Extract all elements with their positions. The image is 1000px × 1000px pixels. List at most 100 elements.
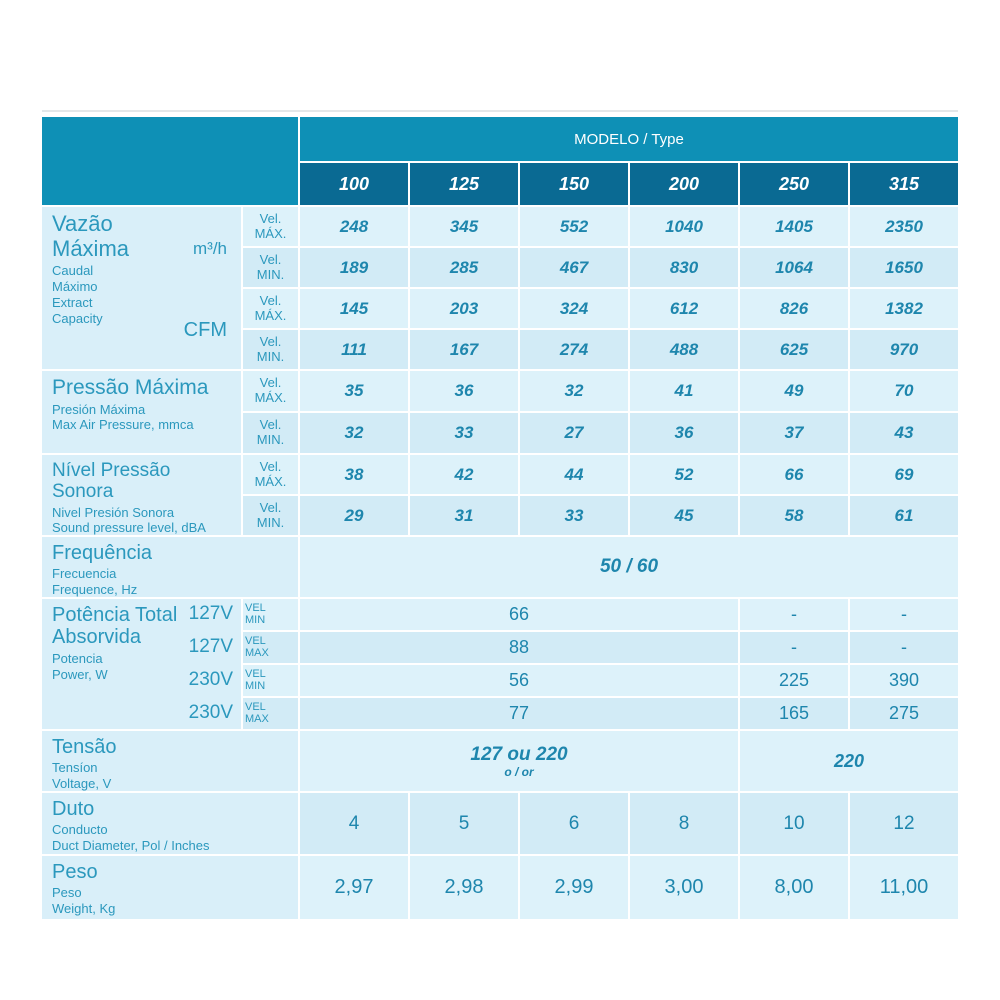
- value-cell: 11,00: [850, 856, 958, 919]
- value-cell: 8: [630, 793, 738, 854]
- section-subtitle: Presión Máxima Max Air Pressure, mmca: [52, 401, 194, 433]
- section-title: Frequência: [52, 542, 153, 564]
- value-cell: 61: [850, 496, 958, 535]
- potencia-label-cell: Potência Total Absorvida Potencia Power,…: [42, 599, 241, 729]
- value-cell: 12: [850, 793, 958, 854]
- value-cell: 32: [300, 413, 408, 453]
- value-cell: 33: [410, 413, 518, 453]
- vel-label: Vel. MIN.: [243, 413, 298, 453]
- value-cell: 88: [300, 632, 738, 663]
- voltage-label: 127V: [188, 636, 233, 657]
- value-cell: 2,98: [410, 856, 518, 919]
- value-cell: 70: [850, 371, 958, 411]
- pressao-label-cell: Pressão Máxima Presión Máxima Max Air Pr…: [42, 371, 241, 453]
- tensao-left-sub: o / or: [504, 765, 534, 779]
- nivel-label-cell: Nível Pressão Sonora Nivel Presión Sonor…: [42, 455, 241, 535]
- section-title: Potência Total Absorvida: [52, 604, 178, 649]
- section-title: Nível Pressão Sonora: [52, 460, 171, 503]
- value-cell: 45: [630, 496, 738, 535]
- table-top-edge: [42, 110, 958, 112]
- value-cell: 203: [410, 289, 518, 328]
- value-cell: 6: [520, 793, 628, 854]
- value-cell: 390: [850, 665, 958, 696]
- value-cell: 32: [520, 371, 628, 411]
- value-cell: 285: [410, 248, 518, 287]
- vel-label: Vel. MÁX.: [243, 207, 298, 246]
- value-cell: 1040: [630, 207, 738, 246]
- vel-label: Vel. MIN.: [243, 248, 298, 287]
- value-cell: 33: [520, 496, 628, 535]
- value-cell: 220: [740, 731, 958, 791]
- voltage-label: 230V: [188, 702, 233, 723]
- section-pressao-maxima: Pressão Máxima Presión Máxima Max Air Pr…: [42, 371, 958, 453]
- value-cell: 826: [740, 289, 848, 328]
- value-cell: -: [850, 599, 958, 630]
- tensao-left-value: 127 ou 220: [470, 744, 568, 765]
- value-cell: 467: [520, 248, 628, 287]
- model-column-header: 200: [630, 163, 738, 205]
- value-cell: 10: [740, 793, 848, 854]
- model-column-header: 250: [740, 163, 848, 205]
- value-cell: 27: [520, 413, 628, 453]
- value-cell: 5: [410, 793, 518, 854]
- value-cell: 1405: [740, 207, 848, 246]
- value-cell: 49: [740, 371, 848, 411]
- section-title: Tensão: [52, 736, 117, 758]
- section-frequencia: Frequência Frecuencia Frequence, Hz 50 /…: [42, 537, 958, 597]
- section-title: Peso: [52, 861, 98, 883]
- value-cell: 970: [850, 330, 958, 369]
- section-subtitle: Caudal Máximo Extract Capacity: [52, 263, 103, 326]
- value-cell: 274: [520, 330, 628, 369]
- value-cell: 36: [630, 413, 738, 453]
- value-cell: 50 / 60: [300, 537, 958, 597]
- value-cell: 127 ou 220 o / or: [300, 731, 738, 791]
- model-column-header: 100: [300, 163, 408, 205]
- value-cell: 66: [300, 599, 738, 630]
- value-cell: 275: [850, 698, 958, 729]
- value-cell: 52: [630, 455, 738, 494]
- value-cell: 35: [300, 371, 408, 411]
- section-title: Pressão Máxima: [52, 376, 209, 399]
- section-subtitle: Tensíon Voltage, V: [52, 760, 112, 792]
- value-cell: -: [740, 599, 848, 630]
- value-cell: 248: [300, 207, 408, 246]
- peso-label-cell: Peso Peso Weight, Kg: [42, 856, 298, 919]
- vel-label: VEL MIN: [243, 599, 298, 630]
- value-cell: 145: [300, 289, 408, 328]
- section-subtitle: Potencia Power, W: [52, 650, 108, 682]
- section-potencia-total: Potência Total Absorvida Potencia Power,…: [42, 599, 958, 729]
- value-cell: 36: [410, 371, 518, 411]
- section-duto: Duto Conducto Duct Diameter, Pol / Inche…: [42, 793, 958, 854]
- value-cell: 612: [630, 289, 738, 328]
- value-cell: -: [740, 632, 848, 663]
- value-cell: 1064: [740, 248, 848, 287]
- duto-label-cell: Duto Conducto Duct Diameter, Pol / Inche…: [42, 793, 298, 854]
- value-cell: 3,00: [630, 856, 738, 919]
- value-cell: 345: [410, 207, 518, 246]
- frequencia-label-cell: Frequência Frecuencia Frequence, Hz: [42, 537, 298, 597]
- value-cell: 29: [300, 496, 408, 535]
- value-cell: 8,00: [740, 856, 848, 919]
- value-cell: 189: [300, 248, 408, 287]
- value-cell: 42: [410, 455, 518, 494]
- value-cell: 37: [740, 413, 848, 453]
- voltage-label: 127V: [188, 603, 233, 624]
- value-cell: 324: [520, 289, 628, 328]
- value-cell: 111: [300, 330, 408, 369]
- vel-label: Vel. MÁX.: [243, 371, 298, 411]
- modelo-type-header: MODELO / Type: [300, 117, 958, 161]
- value-cell: 167: [410, 330, 518, 369]
- table-header: MODELO / Type 100 125 150 200 250 315: [42, 117, 958, 205]
- value-cell: 552: [520, 207, 628, 246]
- section-subtitle: Peso Weight, Kg: [52, 885, 116, 917]
- value-cell: 41: [630, 371, 738, 411]
- value-cell: -: [850, 632, 958, 663]
- section-nivel-pressao-sonora: Nível Pressão Sonora Nivel Presión Sonor…: [42, 455, 958, 535]
- spec-table: MODELO / Type 100 125 150 200 250 315 Va…: [42, 117, 958, 919]
- header-corner: [42, 117, 298, 205]
- vel-label: Vel. MIN.: [243, 496, 298, 535]
- value-cell: 2,97: [300, 856, 408, 919]
- value-cell: 2350: [850, 207, 958, 246]
- value-cell: 66: [740, 455, 848, 494]
- value-cell: 77: [300, 698, 738, 729]
